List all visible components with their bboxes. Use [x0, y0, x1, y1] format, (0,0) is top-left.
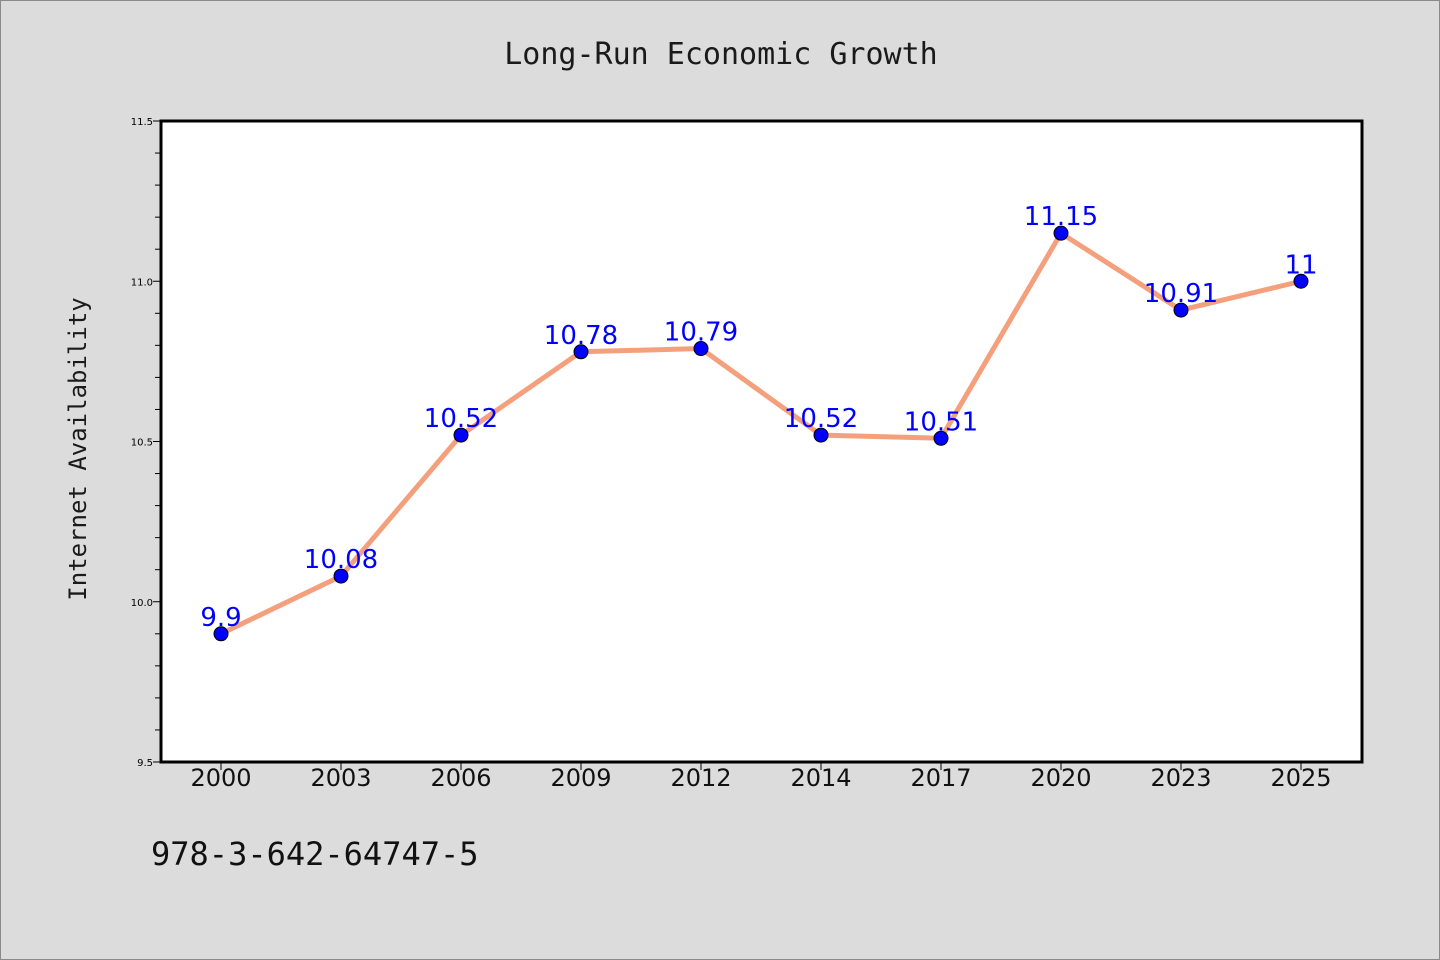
- series-line: [218, 230, 1304, 637]
- data-point: [333, 568, 349, 584]
- data-label: 10.79: [664, 318, 738, 348]
- data-point: [213, 626, 229, 642]
- x-tick-label: 2025: [1270, 764, 1331, 792]
- y-tick-label: 11.5: [131, 117, 153, 128]
- x-tick-label: 2009: [550, 764, 611, 792]
- x-tick-label: 2006: [430, 764, 491, 792]
- y-tick-label: 10.5: [131, 438, 153, 449]
- footer-text: 978-3-642-64747-5: [151, 835, 479, 873]
- x-tick-label: 2000: [190, 764, 251, 792]
- x-tick-label: 2014: [790, 764, 851, 792]
- x-tick-label: 2023: [1150, 764, 1211, 792]
- data-point: [1053, 225, 1069, 241]
- data-point: [1293, 273, 1309, 289]
- data-label: 10.51: [904, 407, 978, 437]
- y-tick-label: 11.0: [131, 277, 153, 288]
- plot-area: [159, 119, 1364, 764]
- chart-title: Long-Run Economic Growth: [504, 37, 937, 72]
- data-label: 10.91: [1144, 279, 1218, 309]
- data-point: [693, 341, 709, 357]
- data-point: [813, 427, 829, 443]
- data-label: 10.52: [424, 404, 498, 434]
- data-label: 9.9: [200, 603, 241, 633]
- x-tick-label: 2003: [310, 764, 371, 792]
- y-axis-label: Internet Availability: [64, 297, 92, 600]
- data-label: 10.08: [304, 545, 378, 575]
- data-label: 11: [1284, 250, 1317, 280]
- data-point: [573, 344, 589, 360]
- data-label: 10.52: [784, 404, 858, 434]
- data-label: 10.78: [544, 321, 618, 351]
- data-label: 11.15: [1024, 202, 1098, 232]
- x-tick-label: 2012: [670, 764, 731, 792]
- x-tick-label: 2020: [1030, 764, 1091, 792]
- data-point: [453, 427, 469, 443]
- data-point: [1173, 302, 1189, 318]
- x-tick-label: 2017: [910, 764, 971, 792]
- data-point: [933, 430, 949, 446]
- y-tick-label: 10.0: [131, 598, 153, 609]
- y-tick-label: 9.5: [137, 758, 153, 769]
